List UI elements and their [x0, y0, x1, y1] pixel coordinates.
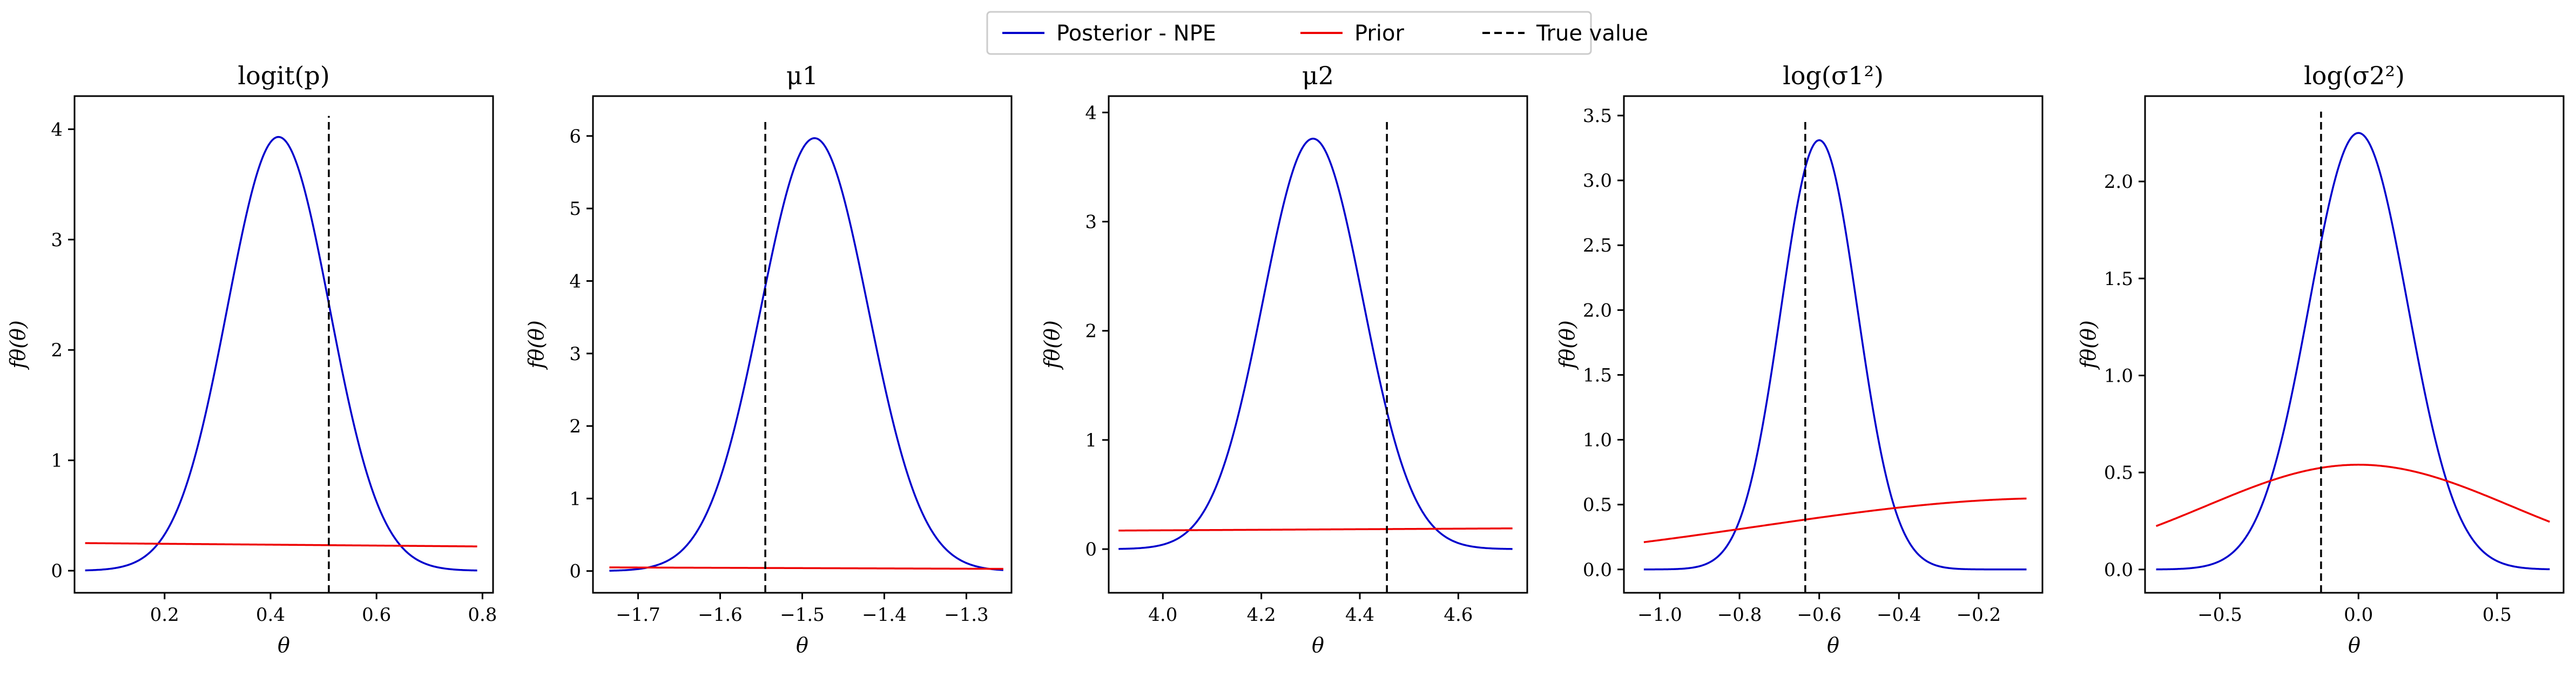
- y-tick-label: 2: [569, 416, 581, 437]
- subplot-title: logit(p): [238, 61, 329, 90]
- x-tick-label: 0.2: [150, 604, 179, 626]
- prior-curve: [85, 542, 477, 547]
- x-tick-label: −0.8: [1717, 604, 1762, 626]
- axes-frame: [2144, 95, 2565, 594]
- y-tick-label: 5: [569, 198, 581, 220]
- legend-frame: [986, 11, 1592, 55]
- y-tick-label: 0: [1085, 539, 1097, 560]
- x-tick-label: 0.6: [362, 604, 391, 626]
- x-tick-label: 4.2: [1247, 604, 1276, 626]
- subplot-title: log(σ2²): [2304, 61, 2405, 90]
- y-tick-label: 2.0: [1583, 300, 1612, 321]
- y-tick-label: 3.0: [1583, 170, 1612, 192]
- x-tick-label: −1.6: [698, 604, 743, 626]
- x-tick-label: 4.6: [1444, 604, 1473, 626]
- y-tick-label: 4: [569, 270, 581, 292]
- legend-entry-label: Prior: [1354, 21, 1404, 46]
- x-tick-label: 0.5: [2483, 604, 2512, 626]
- y-tick-label: 0: [569, 561, 581, 583]
- axes-frame: [1623, 95, 2044, 594]
- y-tick-label: 2.0: [2104, 171, 2133, 193]
- axes-frame: [1108, 95, 1528, 594]
- legend: Posterior - NPE Prior True value: [986, 11, 1648, 55]
- x-tick-label: −1.5: [780, 604, 825, 626]
- subplot-title: log(σ1²): [1783, 61, 1884, 90]
- subplot-title: μ1: [786, 61, 818, 90]
- subplot-title: μ2: [1302, 61, 1334, 90]
- x-tick-label: −0.2: [1957, 604, 2001, 626]
- y-tick-label: 3.5: [1583, 105, 1612, 127]
- subplot-2: −1.7 −1.6 −1.5 −1.4 −1.3 0 1 2 3 4 5 6 μ1 θ fθ(θ): [524, 61, 1013, 657]
- y-tick-label: 3: [569, 343, 581, 365]
- y-tick-label: 4: [1085, 102, 1097, 124]
- y-axis-label: fθ(θ): [1040, 320, 1064, 370]
- legend-entry-label: Posterior - NPE: [1056, 21, 1216, 46]
- y-tick-label: 2: [51, 340, 63, 361]
- posterior-curve: [85, 136, 477, 572]
- y-axis-label: fθ(θ): [524, 320, 548, 370]
- y-tick-label: 0.5: [2104, 462, 2133, 484]
- y-tick-label: 1.5: [1583, 364, 1612, 386]
- subplot-3: 4.0 4.2 4.4 4.6 0 1 2 3 4 μ2 θ fθ(θ): [1040, 61, 1528, 657]
- x-tick-label: 4.4: [1345, 604, 1374, 626]
- prior-curve: [1643, 497, 2027, 543]
- x-axis-label: θ: [1827, 633, 1839, 657]
- x-tick-label: −0.4: [1877, 604, 1921, 626]
- posterior-curve: [2156, 132, 2550, 571]
- y-axis-label: fθ(θ): [2076, 320, 2100, 370]
- y-tick-label: 1.0: [2104, 365, 2133, 387]
- x-tick-label: 0.8: [468, 604, 497, 626]
- x-axis-label: θ: [796, 633, 808, 657]
- y-axis-label: fθ(θ): [6, 320, 30, 370]
- y-tick-label: 2: [1085, 321, 1097, 342]
- x-tick-label: −1.0: [1637, 604, 1682, 626]
- legend-entry-label: True value: [1536, 21, 1648, 46]
- y-tick-label: 4: [51, 119, 63, 140]
- x-tick-label: −1.4: [862, 604, 907, 626]
- y-tick-label: 1: [51, 450, 63, 472]
- subplot-4: −1.0 −0.8 −0.6 −0.4 −0.2 0.0 0.5 1.0 1.5 2.0 2.5 3.…: [1555, 61, 2044, 657]
- prior-curve: [609, 566, 1003, 570]
- y-tick-label: 1.0: [1583, 430, 1612, 451]
- subplot-1: 0.2 0.4 0.6 0.8 0 1 2 3 4 logit(p) θ fθ(θ): [6, 61, 497, 657]
- posterior-curve: [1118, 138, 1513, 550]
- x-tick-label: −0.5: [2197, 604, 2242, 626]
- y-tick-label: 3: [1085, 212, 1097, 233]
- posterior-curve: [1643, 139, 2027, 571]
- x-axis-label: θ: [278, 633, 290, 657]
- x-tick-label: 4.0: [1148, 604, 1177, 626]
- x-axis-label: θ: [1312, 633, 1324, 657]
- axes-frame: [73, 95, 494, 594]
- y-tick-label: 1: [1085, 430, 1097, 451]
- subplot-5: −0.5 0.0 0.5 0.0 0.5 1.0 1.5 2.0 log(σ2²) θ fθ(θ): [2076, 61, 2565, 657]
- y-axis-label: fθ(θ): [1555, 320, 1579, 370]
- x-tick-label: −0.6: [1797, 604, 1842, 626]
- y-tick-label: 0.0: [1583, 559, 1612, 581]
- y-tick-label: 0.5: [1583, 495, 1612, 516]
- posterior-curve: [609, 137, 1003, 572]
- x-tick-label: 0.4: [256, 604, 285, 626]
- x-tick-label: 0.0: [2344, 604, 2373, 626]
- prior-curve: [2155, 464, 2550, 527]
- x-tick-label: −1.7: [616, 604, 660, 626]
- y-tick-label: 0.0: [2104, 559, 2133, 581]
- x-tick-label: −1.3: [944, 604, 989, 626]
- y-tick-label: 6: [569, 126, 581, 147]
- x-axis-label: θ: [2348, 633, 2361, 657]
- y-tick-label: 2.5: [1583, 235, 1612, 256]
- y-tick-label: 3: [51, 229, 63, 251]
- y-tick-label: 0: [51, 560, 63, 582]
- y-tick-label: 1.5: [2104, 268, 2133, 290]
- prior-curve: [1118, 527, 1513, 532]
- y-tick-label: 1: [569, 488, 581, 510]
